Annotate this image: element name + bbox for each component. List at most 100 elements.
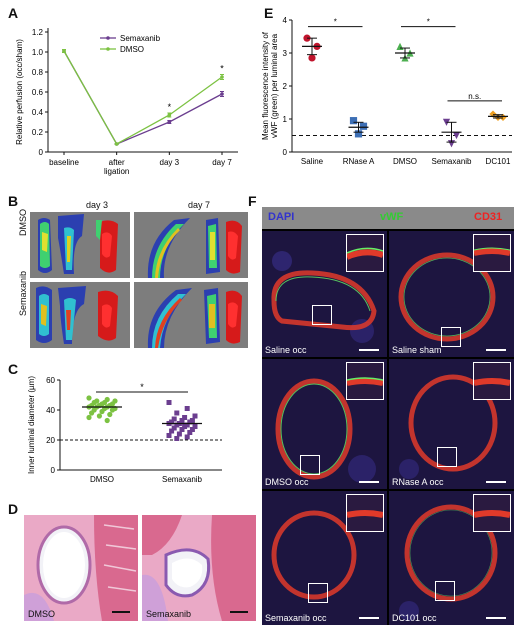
micrograph-saline-occ: Saline occ	[262, 231, 387, 357]
scale-bar-saline-occ	[359, 349, 379, 351]
histology-label-dmso: DMSO	[28, 609, 55, 619]
data-point-dmso	[104, 417, 110, 424]
data-point-semaxanib	[169, 419, 175, 425]
scale-bar-histology-dmso	[112, 611, 130, 613]
chart-a-perfusion: 0 0.2 0.4 0.6 0.8 1.0 1.2 Relative perfusion (o…	[15, 28, 238, 176]
x-tick-label-a: ligation	[104, 167, 129, 176]
series-line-dmso	[63, 50, 223, 145]
scale-bar-dmso-occ	[359, 481, 379, 483]
inset-saline-occ	[346, 234, 384, 272]
y-axis-label-e-line2: vWF (green) per luminal area	[270, 33, 279, 138]
x-tick-label-a: day 3	[160, 158, 180, 167]
data-point-dmso	[396, 42, 404, 50]
scale-bar-saline-sham	[486, 349, 506, 351]
panel-f: DAPI vWF CD31 Saline occ	[262, 207, 514, 625]
y-tick-label-e: 3	[283, 49, 288, 58]
channel-header: DAPI vWF CD31	[262, 207, 514, 229]
histology-label-semaxanib: Semaxanib	[146, 609, 192, 619]
data-point-semaxanib	[189, 418, 195, 423]
data-point-rnase-a	[349, 117, 358, 125]
x-tick-label-e: Saline	[301, 157, 324, 166]
data-point-rnase-a	[359, 122, 368, 130]
micrograph-saline-sham: Saline sham	[389, 231, 514, 357]
data-point-semaxanib	[182, 415, 188, 420]
label-dmso-occ: DMSO occ	[265, 477, 309, 487]
y-axis-label-e-line1: Mean fluorescence intensity of	[261, 31, 270, 140]
data-point-semaxanib	[171, 425, 177, 431]
label-saline-occ: Saline occ	[265, 345, 307, 355]
data-point-semaxanib	[189, 427, 195, 432]
data-point-dmso	[167, 113, 172, 117]
row-label-dmso-text: DMSO	[18, 209, 28, 236]
micrograph-rnase-a-occ: RNase A occ	[389, 359, 514, 489]
row-label-semaxanib-text: Semaxanib	[18, 270, 28, 316]
x-tick-label-e: DC101	[486, 157, 511, 166]
row-label-semaxanib: Semaxanib	[18, 256, 28, 316]
y-tick-label-e: 0	[283, 148, 288, 157]
significance-star-c: *	[140, 382, 144, 392]
data-point-dmso	[114, 142, 119, 146]
panel-letter-a: A	[8, 5, 19, 21]
scale-bar-dc101-occ	[486, 617, 506, 619]
doppler-dmso-day3	[30, 212, 130, 278]
channel-cd31: CD31	[474, 211, 503, 223]
y-tick-label-c: 0	[51, 466, 56, 475]
label-saline-sham: Saline sham	[392, 345, 442, 355]
legend-label-dmso: DMSO	[120, 45, 144, 54]
data-point-semaxanib	[179, 418, 185, 423]
roi-box-semaxanib-occ	[308, 583, 328, 603]
legend-marker-dmso	[106, 47, 110, 51]
roi-box-dc101-occ	[435, 581, 455, 601]
data-point-saline	[308, 54, 316, 62]
x-tick-label-a: baseline	[49, 158, 79, 167]
legend-marker-semaxanib	[106, 36, 110, 40]
data-point-semaxanib	[166, 433, 172, 438]
significance-label-e: n.s.	[468, 92, 481, 101]
y-tick-label-c: 20	[46, 436, 55, 445]
histology-semaxanib: Semaxanib	[142, 515, 256, 621]
chart-e-vwf: 0 1 2 3 4 Mean fluorescence intensity of vWF (…	[261, 16, 512, 166]
data-point-semaxanib	[184, 406, 190, 411]
legend-label-semaxanib: Semaxanib	[120, 34, 161, 43]
y-tick-label-a: 0.8	[32, 68, 44, 77]
significance-label-e: *	[427, 18, 430, 27]
data-point-dmso	[86, 395, 92, 401]
y-tick-label-e: 2	[283, 82, 288, 91]
scale-bar-semaxanib-occ	[359, 617, 379, 619]
panel-letter-b: B	[8, 193, 19, 209]
inset-dc101-occ	[473, 494, 511, 532]
data-point-semaxanib	[166, 400, 172, 405]
data-point-semaxanib	[179, 427, 185, 432]
y-tick-label-c: 40	[46, 406, 55, 415]
roi-box-dmso-occ	[300, 455, 320, 475]
y-tick-label-a: 1.2	[32, 28, 44, 37]
data-point-semaxanib	[220, 92, 224, 96]
data-point-semaxanib	[169, 428, 175, 434]
data-point-dmso	[99, 408, 105, 415]
x-tick-label-c: Semaxanib	[162, 475, 203, 484]
doppler-semaxanib-day3	[30, 282, 130, 348]
inset-dmso-occ	[346, 362, 384, 400]
data-point-semaxanib	[187, 419, 193, 425]
scale-bar-rnase-a-occ	[486, 481, 506, 483]
column-label-day7: day 7	[188, 200, 211, 210]
data-point-semaxanib	[192, 424, 198, 429]
y-tick-label-a: 1.0	[32, 48, 44, 57]
data-point-semaxanib	[182, 424, 188, 429]
y-tick-label-e: 4	[283, 16, 288, 25]
row-label-dmso: DMSO	[18, 176, 28, 236]
panel-d: DMSO Semaxanib	[24, 515, 256, 623]
data-point-semaxanib	[171, 416, 177, 422]
label-dc101-occ: DC101 occ	[392, 613, 437, 623]
channel-vwf: vWF	[380, 211, 404, 223]
significance-star-a: *	[220, 64, 224, 74]
data-point-dmso	[96, 413, 102, 419]
panel-letter-f: F	[248, 193, 257, 209]
doppler-semaxanib-day7	[134, 282, 248, 348]
micrograph-semaxanib-occ: Semaxanib occ	[262, 491, 387, 625]
data-point-rnase-a	[354, 130, 363, 138]
scale-bar-histology-semaxanib	[230, 611, 248, 613]
data-point-semaxanib	[184, 422, 190, 428]
data-point-semaxanib	[187, 430, 193, 435]
data-point-dc101	[499, 113, 507, 121]
